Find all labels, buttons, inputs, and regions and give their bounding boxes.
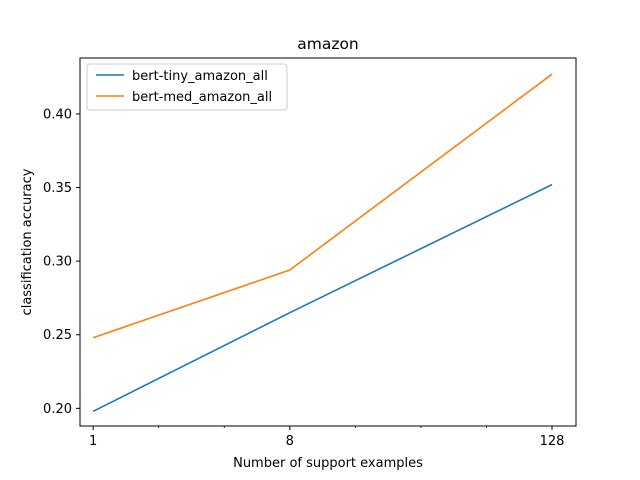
y-tick-label: 0.20 bbox=[43, 402, 72, 417]
x-tick-label: 8 bbox=[286, 434, 294, 449]
y-tick-label: 0.25 bbox=[43, 328, 72, 343]
series-layer bbox=[92, 73, 553, 413]
legend-box bbox=[86, 63, 288, 111]
x-tick-label: 1 bbox=[89, 434, 97, 449]
x-axis: 1 8 128 bbox=[89, 426, 564, 449]
series-line-1 bbox=[92, 183, 553, 413]
series-line-2 bbox=[92, 73, 553, 339]
x-axis-label: Number of support examples bbox=[233, 456, 423, 471]
y-tick-label: 0.35 bbox=[43, 181, 72, 196]
legend: bert-tiny_amazon_all bert-med_amazon_all bbox=[86, 63, 288, 111]
y-tick-label: 0.30 bbox=[43, 255, 72, 270]
legend-label-1: bert-tiny_amazon_all bbox=[132, 69, 268, 84]
y-axis: 0.20 0.25 0.30 0.35 0.40 bbox=[43, 107, 80, 417]
legend-label-2: bert-med_amazon_all bbox=[132, 90, 272, 105]
x-tick-label: 128 bbox=[540, 434, 565, 449]
chart-title: amazon bbox=[297, 35, 359, 53]
y-tick-label: 0.40 bbox=[43, 107, 72, 122]
plot-area-frame bbox=[79, 57, 577, 427]
y-axis-label: classification accuracy bbox=[20, 168, 35, 315]
